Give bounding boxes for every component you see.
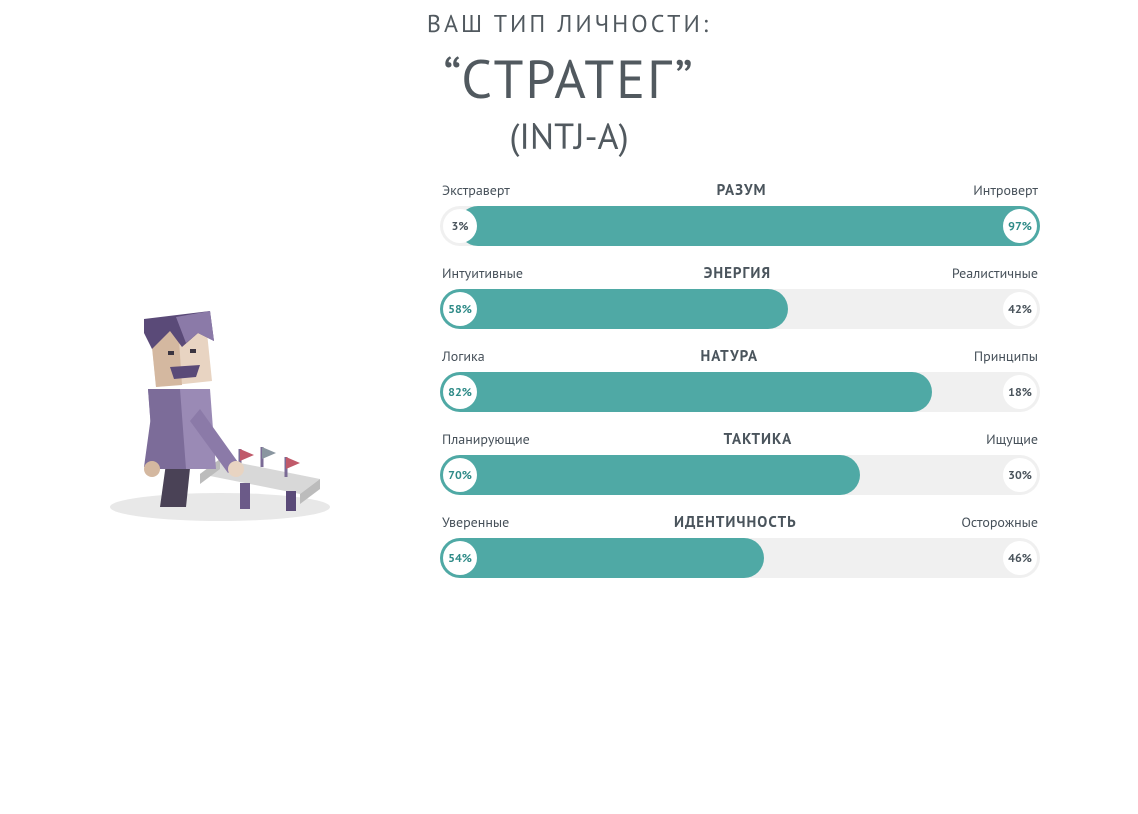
- trait-right-label: Осторожные: [961, 513, 1038, 531]
- trait-bar: 82% 18%: [440, 372, 1040, 412]
- trait-right-label: Принципы: [974, 347, 1038, 365]
- trait-right-pct: 30%: [1003, 458, 1037, 492]
- trait-bar: 58% 42%: [440, 289, 1040, 329]
- trait-bar: 54% 46%: [440, 538, 1040, 578]
- header: ВАШ ТИП ЛИЧНОСТИ: “СТРАТЕГ” (INTJ-A): [0, 0, 1138, 159]
- trait-right-label: Интроверт: [973, 181, 1038, 199]
- trait-right-label: Реалистичные: [952, 264, 1038, 282]
- trait-title: ТАКТИКА: [724, 430, 793, 449]
- trait-bar: 3% 97%: [440, 206, 1040, 246]
- trait-bar-fill: [440, 455, 860, 495]
- trait-row: Планирующие ТАКТИКА Ищущие 70% 30%: [440, 430, 1040, 495]
- architect-icon: [90, 269, 350, 529]
- trait-bar-fill: [440, 289, 788, 329]
- trait-bar-fill: [440, 538, 764, 578]
- trait-bar-fill: [458, 206, 1040, 246]
- trait-row: Экстраверт РАЗУМ Интроверт 3% 97%: [440, 181, 1040, 246]
- trait-left-label: Интуитивные: [442, 264, 523, 282]
- trait-bar-fill: [440, 372, 932, 412]
- type-code: (INTJ-A): [0, 108, 1138, 159]
- trait-left-label: Планирующие: [442, 430, 530, 448]
- page-title: “СТРАТЕГ”: [0, 49, 1138, 108]
- trait-bar: 70% 30%: [440, 455, 1040, 495]
- trait-left-label: Уверенные: [442, 513, 509, 531]
- trait-row: Логика НАТУРА Принципы 82% 18%: [440, 347, 1040, 412]
- traits-panel: Экстраверт РАЗУМ Интроверт 3% 97% Интуит…: [440, 181, 1040, 596]
- trait-title: РАЗУМ: [717, 181, 767, 200]
- trait-right-pct: 46%: [1003, 541, 1037, 575]
- trait-right-pct: 18%: [1003, 375, 1037, 409]
- trait-title: ЭНЕРГИЯ: [704, 264, 771, 283]
- trait-right-pct: 42%: [1003, 292, 1037, 326]
- character-illustration: [0, 181, 440, 529]
- trait-title: ИДЕНТИЧНОСТЬ: [674, 513, 797, 532]
- trait-row: Уверенные ИДЕНТИЧНОСТЬ Осторожные 54% 46…: [440, 513, 1040, 578]
- trait-left-label: Логика: [442, 347, 485, 365]
- trait-row: Интуитивные ЭНЕРГИЯ Реалистичные 58% 42%: [440, 264, 1040, 329]
- trait-right-label: Ищущие: [986, 430, 1038, 448]
- trait-left-label: Экстраверт: [442, 181, 510, 199]
- trait-title: НАТУРА: [701, 347, 759, 366]
- content: Экстраверт РАЗУМ Интроверт 3% 97% Интуит…: [0, 159, 1138, 596]
